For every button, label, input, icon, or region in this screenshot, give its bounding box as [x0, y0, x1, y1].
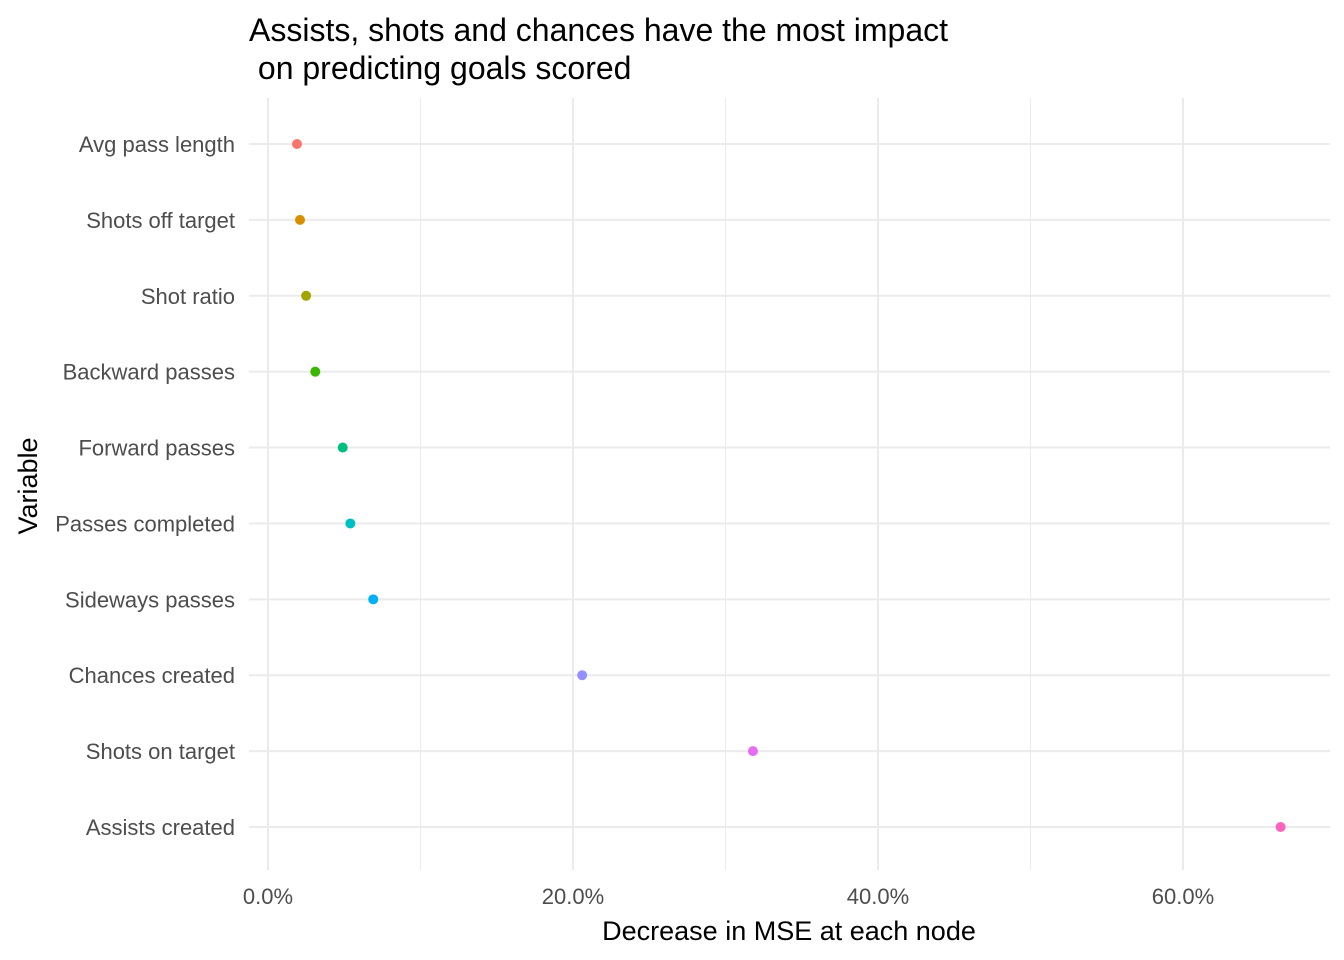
data-point [1275, 822, 1286, 832]
x-tick-label: 60.0% [1152, 884, 1214, 909]
data-point [577, 670, 588, 681]
chart-title-line-2: on predicting goals scored [249, 50, 631, 86]
data-point [368, 594, 379, 605]
points-layer [291, 139, 1286, 832]
y-tick-label: Assists created [86, 815, 235, 840]
x-axis-title: Decrease in MSE at each node [602, 916, 976, 946]
y-tick-label: Avg pass length [79, 132, 235, 157]
x-tick-label: 40.0% [847, 884, 909, 909]
data-point [337, 442, 348, 453]
data-point [295, 214, 306, 225]
y-tick-label: Backward passes [63, 360, 235, 385]
y-tick-labels: Avg pass length Shots off target Shot rati… [55, 132, 235, 840]
grid-layer [249, 98, 1330, 870]
y-tick-label: Passes completed [55, 511, 235, 536]
chart-title-line-1: Assists, shots and chances have the most… [249, 12, 948, 48]
x-tick-label: 0.0% [243, 884, 293, 909]
data-point [291, 139, 302, 149]
y-axis-title: Variable [13, 437, 43, 534]
y-tick-label: Shots off target [86, 208, 235, 233]
y-tick-label: Chances created [69, 663, 235, 688]
y-tick-label: Shot ratio [141, 284, 235, 309]
y-tick-label: Shots on target [86, 739, 235, 764]
data-point [301, 290, 312, 301]
x-tick-labels: 0.0% 20.0% 40.0% 60.0% [243, 884, 1214, 909]
data-point [345, 518, 356, 529]
data-point [310, 366, 321, 377]
y-tick-label: Forward passes [78, 436, 235, 461]
y-tick-label: Sideways passes [65, 587, 235, 612]
x-tick-label: 20.0% [542, 884, 604, 909]
data-point [747, 746, 758, 757]
